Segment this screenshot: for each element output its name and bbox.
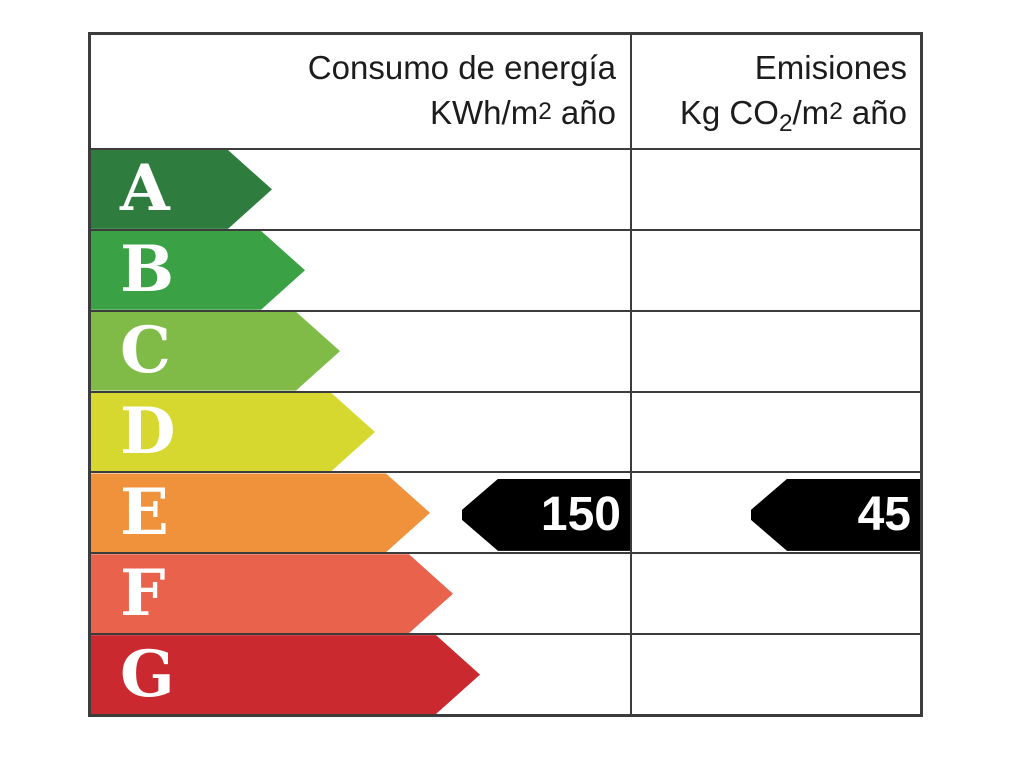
- rating-letter: G: [120, 636, 175, 712]
- rating-band-a: A: [91, 150, 272, 229]
- column-divider: [630, 35, 632, 714]
- emissions-header-title: Emisiones: [754, 48, 907, 86]
- consumption-unit-exponent: 2: [538, 97, 552, 125]
- emissions-unit-mid: /m: [792, 93, 830, 131]
- rating-band-g: G: [91, 635, 480, 714]
- emissions-unit-text: Kg CO: [679, 93, 779, 131]
- emissions-unit-exponent: 2: [829, 97, 843, 125]
- emissions-header-units: Kg CO2/m2 año: [680, 90, 907, 139]
- consumption-unit-suffix: año: [551, 93, 616, 131]
- consumption-header-title: Consumo de energía: [307, 48, 616, 86]
- consumption-column-header: Consumo de energía KWh/m2 año: [91, 35, 630, 148]
- rating-letter: D: [120, 394, 176, 469]
- rating-letter: F: [120, 555, 166, 631]
- rating-row-f: F: [91, 554, 920, 636]
- rating-letter: E: [120, 474, 169, 550]
- rating-band-f: F: [91, 554, 453, 633]
- rating-row-d: D: [91, 392, 920, 474]
- rating-letter: A: [120, 151, 170, 227]
- rating-row-a: A: [91, 150, 920, 231]
- rating-band-e: E: [91, 473, 430, 552]
- rating-letter: B: [120, 232, 175, 308]
- rating-rows: A B C D E 150 45 F G: [91, 150, 920, 715]
- emissions-column-header: Emisiones Kg CO2/m2 año: [630, 35, 920, 148]
- table-header: Consumo de energía KWh/m2 año Emisiones …: [91, 35, 920, 150]
- rating-row-c: C: [91, 311, 920, 393]
- consumption-header-units: KWh/m2 año: [430, 90, 616, 139]
- emissions-value-arrow: 45: [751, 478, 920, 551]
- emissions-unit-suffix: año: [842, 93, 907, 131]
- rating-row-e: E 150 45: [91, 473, 920, 555]
- rating-row-g: G: [91, 635, 920, 715]
- consumption-unit-text: KWh/m: [430, 93, 539, 131]
- rating-band-d: D: [91, 393, 375, 472]
- certificate-table: Consumo de energía KWh/m2 año Emisiones …: [88, 32, 923, 717]
- rating-band-b: B: [91, 231, 305, 310]
- rating-band-c: C: [91, 312, 340, 391]
- rating-row-b: B: [91, 230, 920, 312]
- emissions-co2-subscript: 2: [778, 109, 793, 137]
- consumption-value-arrow: 150: [462, 478, 630, 551]
- rating-letter: C: [120, 313, 171, 389]
